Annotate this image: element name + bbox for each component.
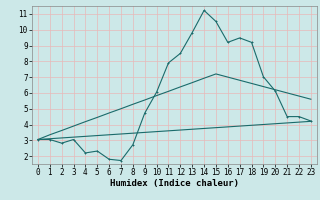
X-axis label: Humidex (Indice chaleur): Humidex (Indice chaleur) — [110, 179, 239, 188]
